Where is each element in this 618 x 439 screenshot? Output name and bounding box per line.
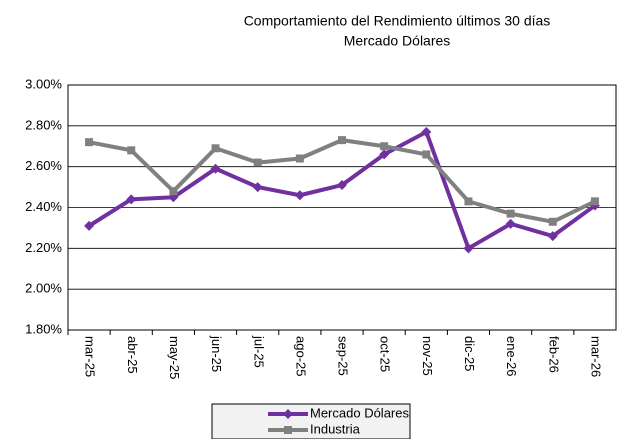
legend-box	[211, 403, 411, 439]
point-marker	[210, 163, 221, 174]
point-marker	[590, 197, 599, 206]
x-tick-label: feb-26	[546, 336, 561, 373]
point-marker	[85, 138, 94, 147]
point-marker	[547, 231, 558, 242]
legend-marker	[283, 409, 293, 419]
y-tick-label: 3.00%	[25, 76, 62, 91]
x-tick-label: ene-26	[504, 336, 519, 376]
point-marker	[548, 217, 557, 226]
series-line	[88, 129, 597, 251]
x-tick-label: abr-25	[125, 336, 140, 374]
point-marker	[421, 126, 432, 137]
x-tick-label: jun-25	[209, 335, 224, 372]
point-marker	[295, 154, 304, 163]
point-marker	[211, 144, 220, 153]
point-marker	[380, 142, 389, 151]
point-marker	[506, 209, 515, 218]
y-tick-label: 1.80%	[25, 321, 62, 336]
x-tick-label: jul-25	[251, 335, 266, 368]
point-marker	[252, 182, 263, 193]
x-tick-label: may-25	[167, 336, 182, 379]
x-tick-label: oct-25	[378, 336, 393, 372]
y-tick-label: 2.60%	[25, 158, 62, 173]
y-tick-label: 2.00%	[25, 281, 62, 296]
point-marker	[463, 243, 474, 254]
point-marker	[294, 190, 305, 201]
x-tick-label: mar-26	[588, 336, 603, 377]
y-tick-label: 2.80%	[25, 117, 62, 132]
x-tick-label: mar-25	[83, 336, 98, 377]
legend-label: Industria	[310, 421, 361, 436]
chart-title: Comportamiento del Rendimiento últimos 3…	[244, 13, 551, 29]
point-marker	[126, 194, 137, 205]
plot-border	[67, 84, 617, 331]
point-marker	[127, 146, 136, 155]
legend-marker	[284, 426, 292, 434]
x-tick-label: sep-25	[336, 336, 351, 376]
point-marker	[505, 218, 516, 229]
point-marker	[379, 149, 390, 160]
x-tick-label: nov-25	[420, 336, 435, 376]
x-tick-label: ago-25	[293, 336, 308, 376]
chart-subtitle: Mercado Dólares	[344, 33, 451, 49]
legend-label: Mercado Dólares	[310, 405, 409, 420]
x-tick-label: dic-25	[462, 336, 477, 371]
point-marker	[169, 187, 178, 196]
point-marker	[422, 150, 431, 159]
point-marker	[253, 158, 262, 167]
point-marker	[338, 136, 346, 145]
point-marker	[337, 180, 347, 191]
y-tick-label: 2.20%	[25, 240, 62, 255]
point-marker	[84, 220, 95, 231]
point-marker	[464, 197, 473, 206]
y-tick-label: 2.40%	[25, 199, 62, 214]
